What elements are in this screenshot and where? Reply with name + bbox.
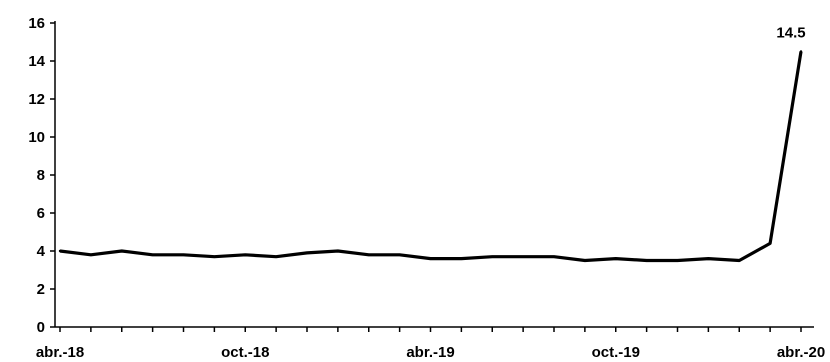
data-point <box>305 251 309 255</box>
y-tick-label: 16 <box>28 15 45 32</box>
y-tick-label: 2 <box>37 281 45 298</box>
data-point <box>151 253 154 256</box>
y-tick-label: 0 <box>37 319 45 336</box>
data-point <box>213 255 216 258</box>
data-point <box>614 257 617 260</box>
data-label: 14.5 <box>776 25 805 42</box>
data-point <box>491 255 494 258</box>
annotation-layer: 14.5 <box>776 25 805 42</box>
data-point <box>768 242 772 245</box>
x-tick-label: abr.-18 <box>36 344 84 361</box>
data-point <box>676 259 679 262</box>
data-point <box>429 257 432 260</box>
data-point <box>799 50 803 53</box>
data-point <box>244 253 247 256</box>
y-tick-label: 12 <box>28 91 45 108</box>
y-axis: 0 2 4 6 8 10 12 14 16 <box>28 15 56 336</box>
series-layer <box>58 50 803 263</box>
y-tick-label: 14 <box>28 53 45 70</box>
x-tick-label: abr.-19 <box>406 344 454 361</box>
x-axis: abr.-18 oct.-18 abr.-19 oct.-19 abr.-20 <box>36 326 825 361</box>
data-point <box>89 253 93 256</box>
data-point <box>460 257 463 260</box>
data-point <box>552 255 556 258</box>
x-tick-label: oct.-19 <box>592 344 640 361</box>
data-point <box>58 249 62 253</box>
y-tick-label: 10 <box>28 129 45 146</box>
y-tick-label: 6 <box>37 205 45 222</box>
data-point <box>521 255 525 258</box>
data-point <box>274 255 278 258</box>
data-point <box>583 259 587 262</box>
data-point <box>398 253 401 256</box>
data-point <box>336 249 340 253</box>
series-line <box>59 51 803 263</box>
data-point <box>182 253 185 256</box>
data-point <box>367 253 370 256</box>
x-tick-label: oct.-18 <box>221 344 269 361</box>
x-tick-label: abr.-20 <box>777 344 825 361</box>
y-tick-label: 8 <box>37 167 45 184</box>
data-point <box>738 259 741 262</box>
data-point <box>707 257 710 260</box>
data-point <box>645 259 648 262</box>
data-point <box>120 249 123 253</box>
y-tick-label: 4 <box>37 243 46 260</box>
